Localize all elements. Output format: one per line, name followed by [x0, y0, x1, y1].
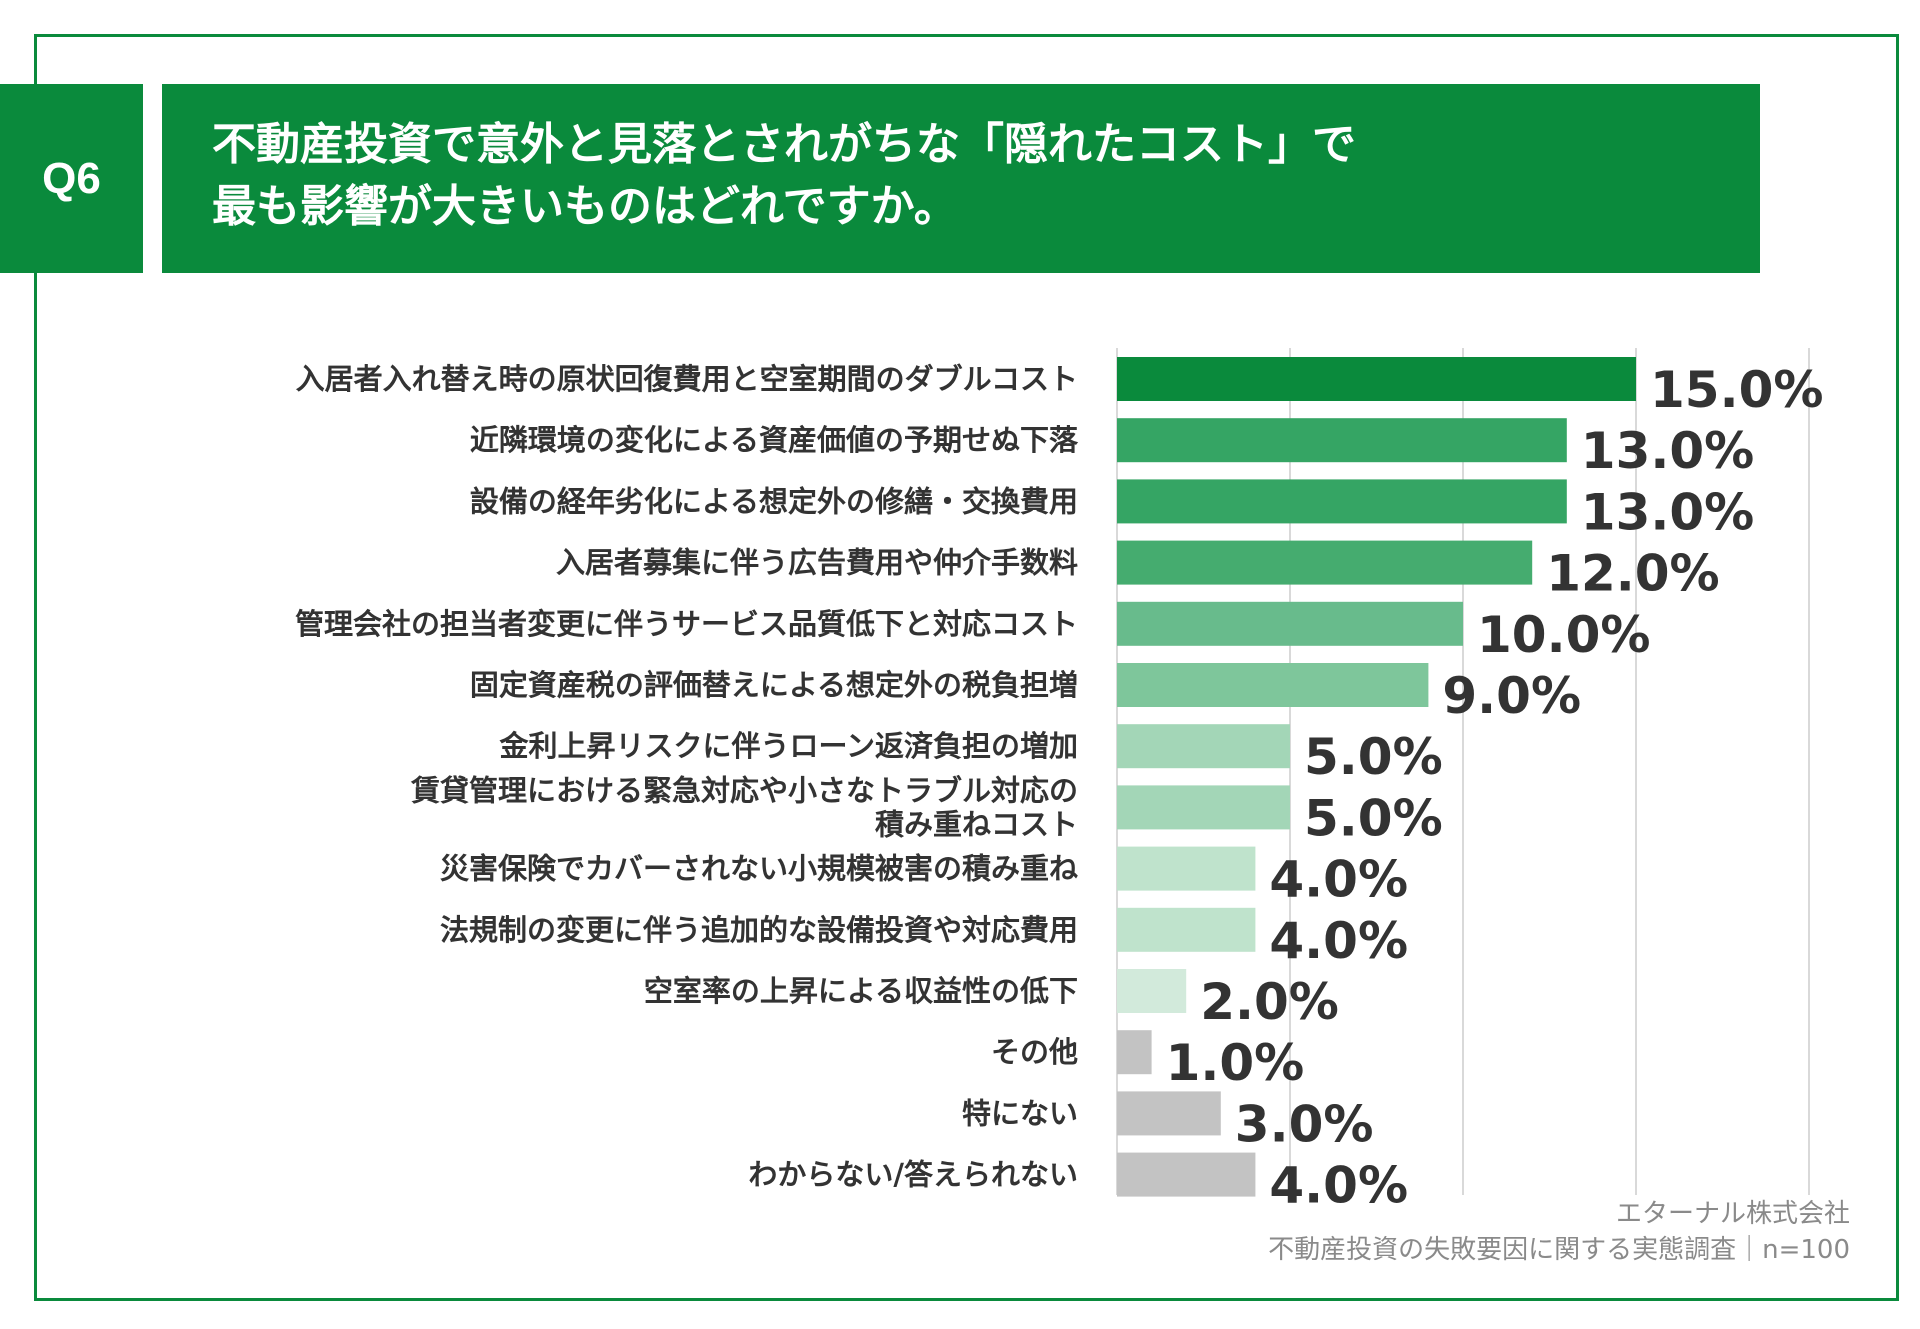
source-company: エターナル株式会社 [1615, 1199, 1850, 1229]
category-label: 設備の経年劣化による想定外の修繕・交換費用 [470, 484, 1078, 518]
category-label: 管理会社の担当者変更に伴うサービス品質低下と対応コスト [295, 607, 1078, 641]
data-label: 2.0% [1200, 973, 1339, 1031]
data-label: 9.0% [1442, 667, 1581, 725]
category-label: 特にない [962, 1096, 1078, 1130]
category-label: 固定資産税の評価替えによる想定外の税負担増 [470, 668, 1078, 702]
source-survey: 不動産投資の失敗要因に関する実態調査｜n=100 [1268, 1235, 1850, 1265]
data-label: 4.0% [1269, 1157, 1408, 1215]
question-title-line-2: 最も影響が大きいものはどれですか。 [212, 181, 958, 232]
source-note: エターナル株式会社 不動産投資の失敗要因に関する実態調査｜n=100 [1268, 1196, 1850, 1268]
data-label: 15.0% [1650, 361, 1823, 419]
bar [1117, 663, 1429, 707]
bar [1117, 418, 1567, 463]
category-label: 法規制の変更に伴う追加的な設備投資や対応費用 [440, 913, 1078, 947]
data-label: 13.0% [1581, 422, 1754, 480]
bar [1117, 357, 1636, 401]
data-label: 13.0% [1581, 483, 1754, 541]
category-label: わからない/答えられない [748, 1158, 1078, 1192]
category-label: 積み重ねコスト [875, 807, 1078, 841]
question-number-text: Q6 [42, 153, 101, 203]
category-label: 災害保険でカバーされない小規模被害の積み重ね [440, 852, 1078, 886]
bar [1117, 724, 1290, 769]
category-label: 賃貸管理における緊急対応や小さなトラブル対応の [410, 773, 1078, 807]
bar [1117, 1091, 1221, 1136]
bar [1117, 785, 1290, 830]
category-label: その他 [991, 1035, 1078, 1069]
bar [1117, 969, 1187, 1013]
data-label: 5.0% [1304, 789, 1443, 847]
bar [1117, 601, 1463, 646]
bar [1117, 1152, 1256, 1197]
question-title-line-1: 不動産投資で意外と見落とされがちな「隠れたコスト」で [212, 119, 1356, 170]
bar [1117, 1030, 1152, 1075]
category-label: 入居者募集に伴う広告費用や仲介手数料 [556, 546, 1078, 580]
data-label: 10.0% [1477, 606, 1650, 664]
data-label: 4.0% [1269, 912, 1408, 970]
data-label: 12.0% [1546, 545, 1719, 603]
bar [1117, 540, 1533, 585]
bar [1117, 846, 1256, 891]
category-label: 入居者入れ替え時の原状回復費用と空室期間のダブルコスト [296, 362, 1078, 396]
bar [1117, 479, 1567, 524]
bar [1117, 907, 1256, 952]
data-label: 1.0% [1166, 1034, 1305, 1092]
question-number: Q6 [0, 84, 143, 273]
category-label: 近隣環境の変化による資産価値の予期せぬ下落 [470, 423, 1079, 457]
question-title-box: 不動産投資で意外と見落とされがちな「隠れたコスト」で 最も影響が大きいものはどれ… [162, 84, 1760, 273]
data-label: 5.0% [1304, 728, 1443, 786]
category-label: 金利上昇リスクに伴うローン返済負担の増加 [498, 729, 1078, 763]
data-label: 3.0% [1235, 1095, 1374, 1153]
data-label: 4.0% [1269, 851, 1408, 909]
category-label: 空室率の上昇による収益性の低下 [644, 974, 1078, 1008]
